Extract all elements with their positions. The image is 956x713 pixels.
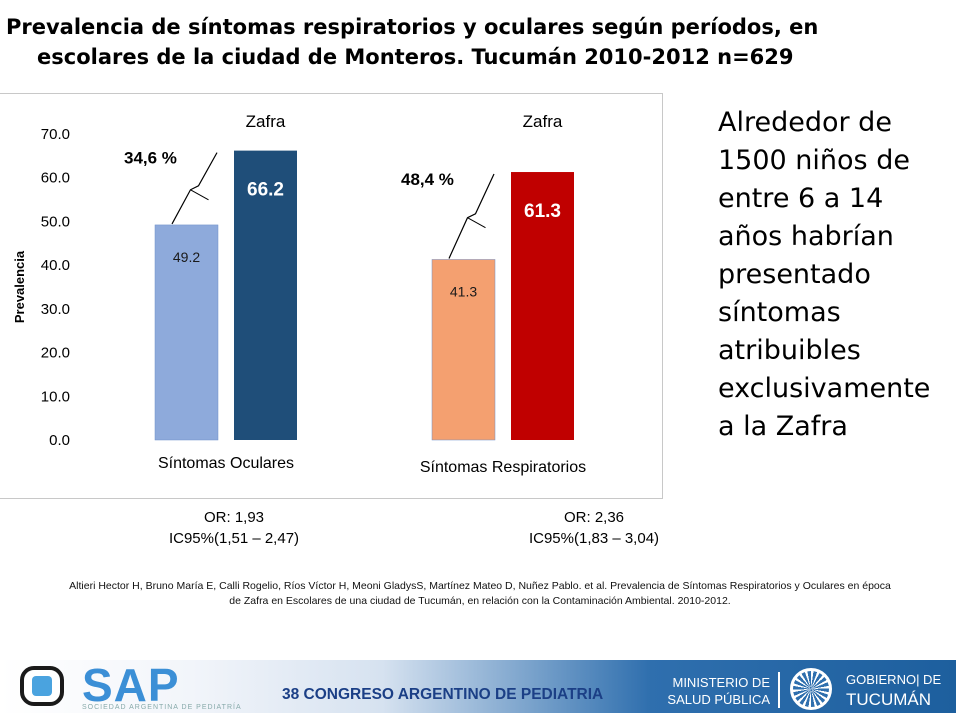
stats-respiratorios: OR: 2,36 IC95%(1,83 – 3,04)	[514, 507, 674, 549]
bar	[431, 259, 496, 441]
odds-ratio: OR: 2,36	[563, 509, 625, 526]
citation-line-1: Altieri Hector H, Bruno María E, Calli R…	[69, 580, 891, 592]
stats-oculares: OR: 1,93 IC95%(1,51 – 2,47)	[154, 507, 314, 549]
bar	[154, 224, 219, 441]
bracket-tick	[190, 189, 209, 201]
bar-value-label: 41.3	[450, 283, 477, 299]
side-note: Alrededor de 1500 niños de entre 6 a 14 …	[718, 107, 931, 442]
y-tick-label: 10.0	[41, 388, 70, 405]
sap-logo: SAP	[82, 659, 180, 711]
odds-ratio: OR: 1,93	[203, 509, 265, 526]
y-tick-label: 20.0	[41, 345, 70, 362]
citation: Altieri Hector H, Bruno María E, Calli R…	[10, 579, 950, 609]
sap-subtitle: SOCIEDAD ARGENTINA DE PEDIATRÍA	[82, 704, 242, 711]
bracket-tick	[467, 217, 486, 229]
page-title: Prevalencia de síntomas respiratorios y …	[6, 12, 906, 72]
bar-top-label: Zafra	[523, 112, 563, 131]
category-label: Síntomas Oculares	[158, 455, 294, 472]
y-tick-label: 40.0	[41, 257, 70, 274]
footer-divider	[778, 672, 780, 708]
bar-top-label: Zafra	[246, 112, 286, 131]
y-tick-label: 70.0	[41, 126, 70, 143]
category-label: Síntomas Respiratorios	[420, 459, 586, 476]
sun-emblem-icon	[790, 668, 832, 710]
bar-value-label: 66.2	[247, 180, 284, 201]
ministry-logo: MINISTERIO DE SALUD PÚBLICA	[666, 674, 770, 708]
gov-line-2: TUCUMÁN	[846, 690, 931, 709]
confidence-interval: IC95%(1,83 – 3,04)	[528, 530, 660, 547]
y-tick-label: 60.0	[41, 170, 70, 187]
ministry-line-1: MINISTERIO DE	[672, 675, 770, 690]
citation-line-2: de Zafra en Escolares de una ciudad de T…	[229, 595, 731, 607]
title-line-2: escolares de la ciudad de Monteros. Tucu…	[37, 45, 794, 69]
increase-bracket	[448, 173, 495, 259]
congress-title: 38 CONGRESO ARGENTINO DE PEDIATRIA	[282, 686, 604, 703]
increase-bracket	[171, 152, 218, 225]
increase-label: 48,4 %	[401, 170, 454, 189]
y-axis-label: Prevalencia	[12, 250, 27, 323]
ministry-line-2: SALUD PÚBLICA	[667, 692, 770, 707]
y-tick-label: 30.0	[41, 301, 70, 318]
bar-value-label: 49.2	[173, 249, 200, 265]
sap-emblem-icon	[20, 666, 64, 706]
y-tick-label: 50.0	[41, 213, 70, 230]
confidence-interval: IC95%(1,51 – 2,47)	[168, 530, 300, 547]
bar	[234, 150, 297, 440]
title-line-1: Prevalencia de síntomas respiratorios y …	[6, 15, 819, 39]
increase-label: 34,6 %	[124, 149, 177, 168]
gov-line-1: GOBIERNO| DE	[846, 672, 942, 687]
chart-area: 0.0 10.0 20.0 30.0 40.0 50.0 60.0 70.0 Prevalenc…	[0, 93, 663, 499]
y-tick-label: 0.0	[49, 432, 70, 449]
bar-chart: 0.0 10.0 20.0 30.0 40.0 50.0 60.0 70.0 Prevalenc…	[12, 112, 586, 476]
bar	[511, 172, 574, 440]
footer-banner: SAP SOCIEDAD ARGENTINA DE PEDIATRÍA 38 C…	[0, 659, 956, 713]
bar-value-label: 61.3	[524, 201, 561, 222]
